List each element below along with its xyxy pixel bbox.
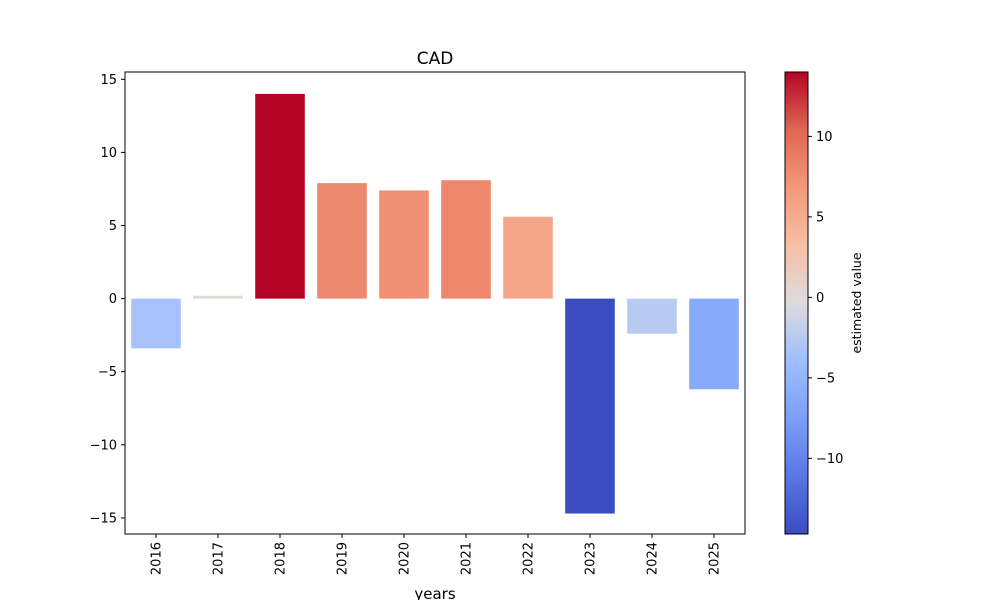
bar-2023 — [565, 298, 615, 514]
colorbar-tick-label: 0 — [816, 291, 824, 306]
bar-2021 — [441, 180, 491, 299]
y-tick-label: 10 — [100, 146, 117, 161]
x-tick-label: 2025 — [708, 542, 723, 575]
bars-group — [131, 93, 739, 514]
chart-title: CAD — [417, 49, 454, 69]
x-tick-label: 2021 — [460, 542, 475, 575]
y-tick-label: −5 — [98, 365, 117, 380]
y-tick-label: −15 — [90, 511, 117, 526]
bar-2025 — [689, 298, 739, 390]
colorbar: −10 −5 0 5 10 estimated value — [784, 71, 864, 535]
x-tick-label: 2020 — [398, 542, 413, 575]
bar-2017 — [193, 295, 243, 299]
plot-frame — [124, 71, 746, 535]
y-axis: −15 −10 −5 0 5 10 15 — [90, 73, 125, 526]
x-tick-label: 2023 — [584, 542, 599, 575]
bar-2016 — [131, 298, 181, 349]
y-tick-label: −10 — [90, 438, 117, 453]
colorbar-tick-label: 5 — [816, 210, 824, 225]
x-tick-label: 2022 — [522, 542, 537, 575]
bar-2022 — [503, 216, 553, 299]
y-tick-label: 0 — [109, 292, 117, 307]
x-axis-title: years — [414, 585, 455, 600]
bar-2020 — [379, 190, 429, 299]
bar-2018 — [255, 93, 305, 299]
x-tick-label: 2016 — [150, 542, 165, 575]
colorbar-ticks: −10 −5 0 5 10 — [808, 130, 843, 467]
y-tick-label: 5 — [109, 219, 117, 234]
x-axis: 2016 2017 2018 2019 2020 2021 2022 2023 2024 2025 — [150, 534, 723, 575]
colorbar-tick-label: −5 — [816, 371, 835, 386]
colorbar-tick-label: −10 — [816, 452, 843, 467]
x-tick-label: 2018 — [274, 542, 289, 575]
colorbar-label: estimated value — [849, 252, 864, 353]
colorbar-tick-label: 10 — [816, 130, 833, 145]
y-tick-label: 15 — [100, 73, 117, 88]
x-tick-label: 2024 — [646, 542, 661, 575]
x-tick-label: 2019 — [336, 542, 351, 575]
colorbar-gradient — [784, 71, 809, 535]
bar-2019 — [317, 183, 367, 299]
bar-2024 — [627, 298, 677, 334]
x-tick-label: 2017 — [212, 542, 227, 575]
